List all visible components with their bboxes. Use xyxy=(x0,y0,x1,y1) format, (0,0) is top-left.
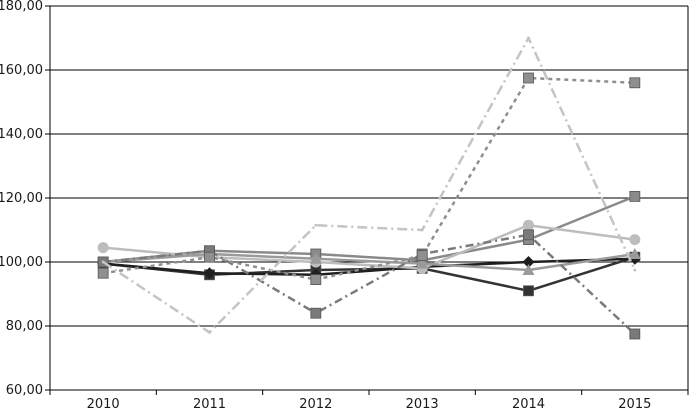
axis-layer xyxy=(45,5,689,395)
data-point xyxy=(527,36,530,40)
y-tick-label: 140,00 xyxy=(0,127,43,142)
series-line xyxy=(103,256,636,293)
data-point xyxy=(629,234,641,246)
x-tick-label: 2013 xyxy=(406,397,439,409)
series-8 xyxy=(101,36,637,334)
data-point xyxy=(208,330,211,334)
data-point xyxy=(310,307,322,319)
y-tick-label: 180,00 xyxy=(0,0,43,14)
series-6 xyxy=(97,229,641,340)
data-point xyxy=(97,267,109,279)
data-point xyxy=(523,285,534,297)
y-tick-label: 120,00 xyxy=(0,191,43,206)
series-line xyxy=(103,195,636,264)
data-point xyxy=(629,328,641,340)
data-point xyxy=(416,250,428,262)
data-point xyxy=(523,219,534,231)
x-tick-label: 2014 xyxy=(512,397,545,409)
y-tick-label: 100,00 xyxy=(0,255,43,270)
y-tick-label: 80,00 xyxy=(6,319,43,334)
data-point xyxy=(101,260,105,264)
data-point xyxy=(629,190,641,202)
series-line xyxy=(103,233,636,335)
data-point xyxy=(522,256,535,268)
series-line xyxy=(102,36,636,334)
grid-layer xyxy=(50,5,688,391)
series-line xyxy=(103,76,635,281)
data-point xyxy=(97,242,109,254)
series-layer xyxy=(97,36,641,340)
data-point xyxy=(523,72,534,84)
data-point xyxy=(204,251,215,263)
data-point xyxy=(522,264,535,275)
data-point xyxy=(203,267,216,280)
data-point xyxy=(416,257,429,269)
series-1 xyxy=(97,251,641,297)
data-point xyxy=(420,228,424,232)
x-tick-label: 2012 xyxy=(299,397,332,409)
series-line xyxy=(103,257,635,277)
data-point xyxy=(523,229,534,241)
data-point xyxy=(314,223,318,227)
series-line xyxy=(103,252,635,272)
data-point xyxy=(628,248,641,259)
y-tick-label: 60,00 xyxy=(6,383,43,398)
data-point xyxy=(629,77,641,89)
data-point xyxy=(633,268,637,272)
data-point xyxy=(310,274,322,286)
y-tick-label: 160,00 xyxy=(0,63,43,78)
data-point xyxy=(309,252,322,264)
x-tick-label: 2015 xyxy=(618,397,651,409)
x-tick-label: 2010 xyxy=(87,397,120,409)
x-tick-label: 2011 xyxy=(193,397,226,409)
label-layer: 60,00 80,00 100,00 120,00 140,00 160,00 180,00… xyxy=(0,0,651,409)
series-7 xyxy=(97,72,641,286)
